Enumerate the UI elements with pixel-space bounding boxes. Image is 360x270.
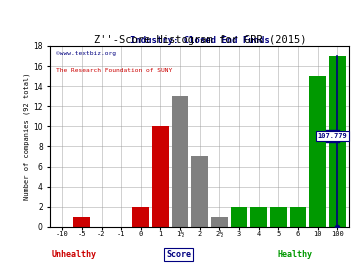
Bar [270,207,287,227]
Bar [152,126,169,227]
Bar [251,207,267,227]
Text: Unhealthy: Unhealthy [52,250,97,259]
Bar [132,207,149,227]
Text: Score: Score [166,250,192,259]
Bar [290,207,306,227]
Text: 107.779: 107.779 [318,133,347,139]
Text: The Research Foundation of SUNY: The Research Foundation of SUNY [57,68,173,73]
Bar [329,56,346,227]
Text: Healthy: Healthy [278,250,313,259]
Bar [231,207,247,227]
Bar [309,76,326,227]
Title: Z''-Score Histogram for GRR (2015): Z''-Score Histogram for GRR (2015) [94,35,306,45]
Text: Industry: Closed End Funds: Industry: Closed End Funds [130,36,270,45]
Bar [192,156,208,227]
Bar [211,217,228,227]
Bar [172,96,189,227]
Bar [73,217,90,227]
Text: ©www.textbiz.org: ©www.textbiz.org [57,51,116,56]
Y-axis label: Number of companies (92 total): Number of companies (92 total) [24,73,30,200]
